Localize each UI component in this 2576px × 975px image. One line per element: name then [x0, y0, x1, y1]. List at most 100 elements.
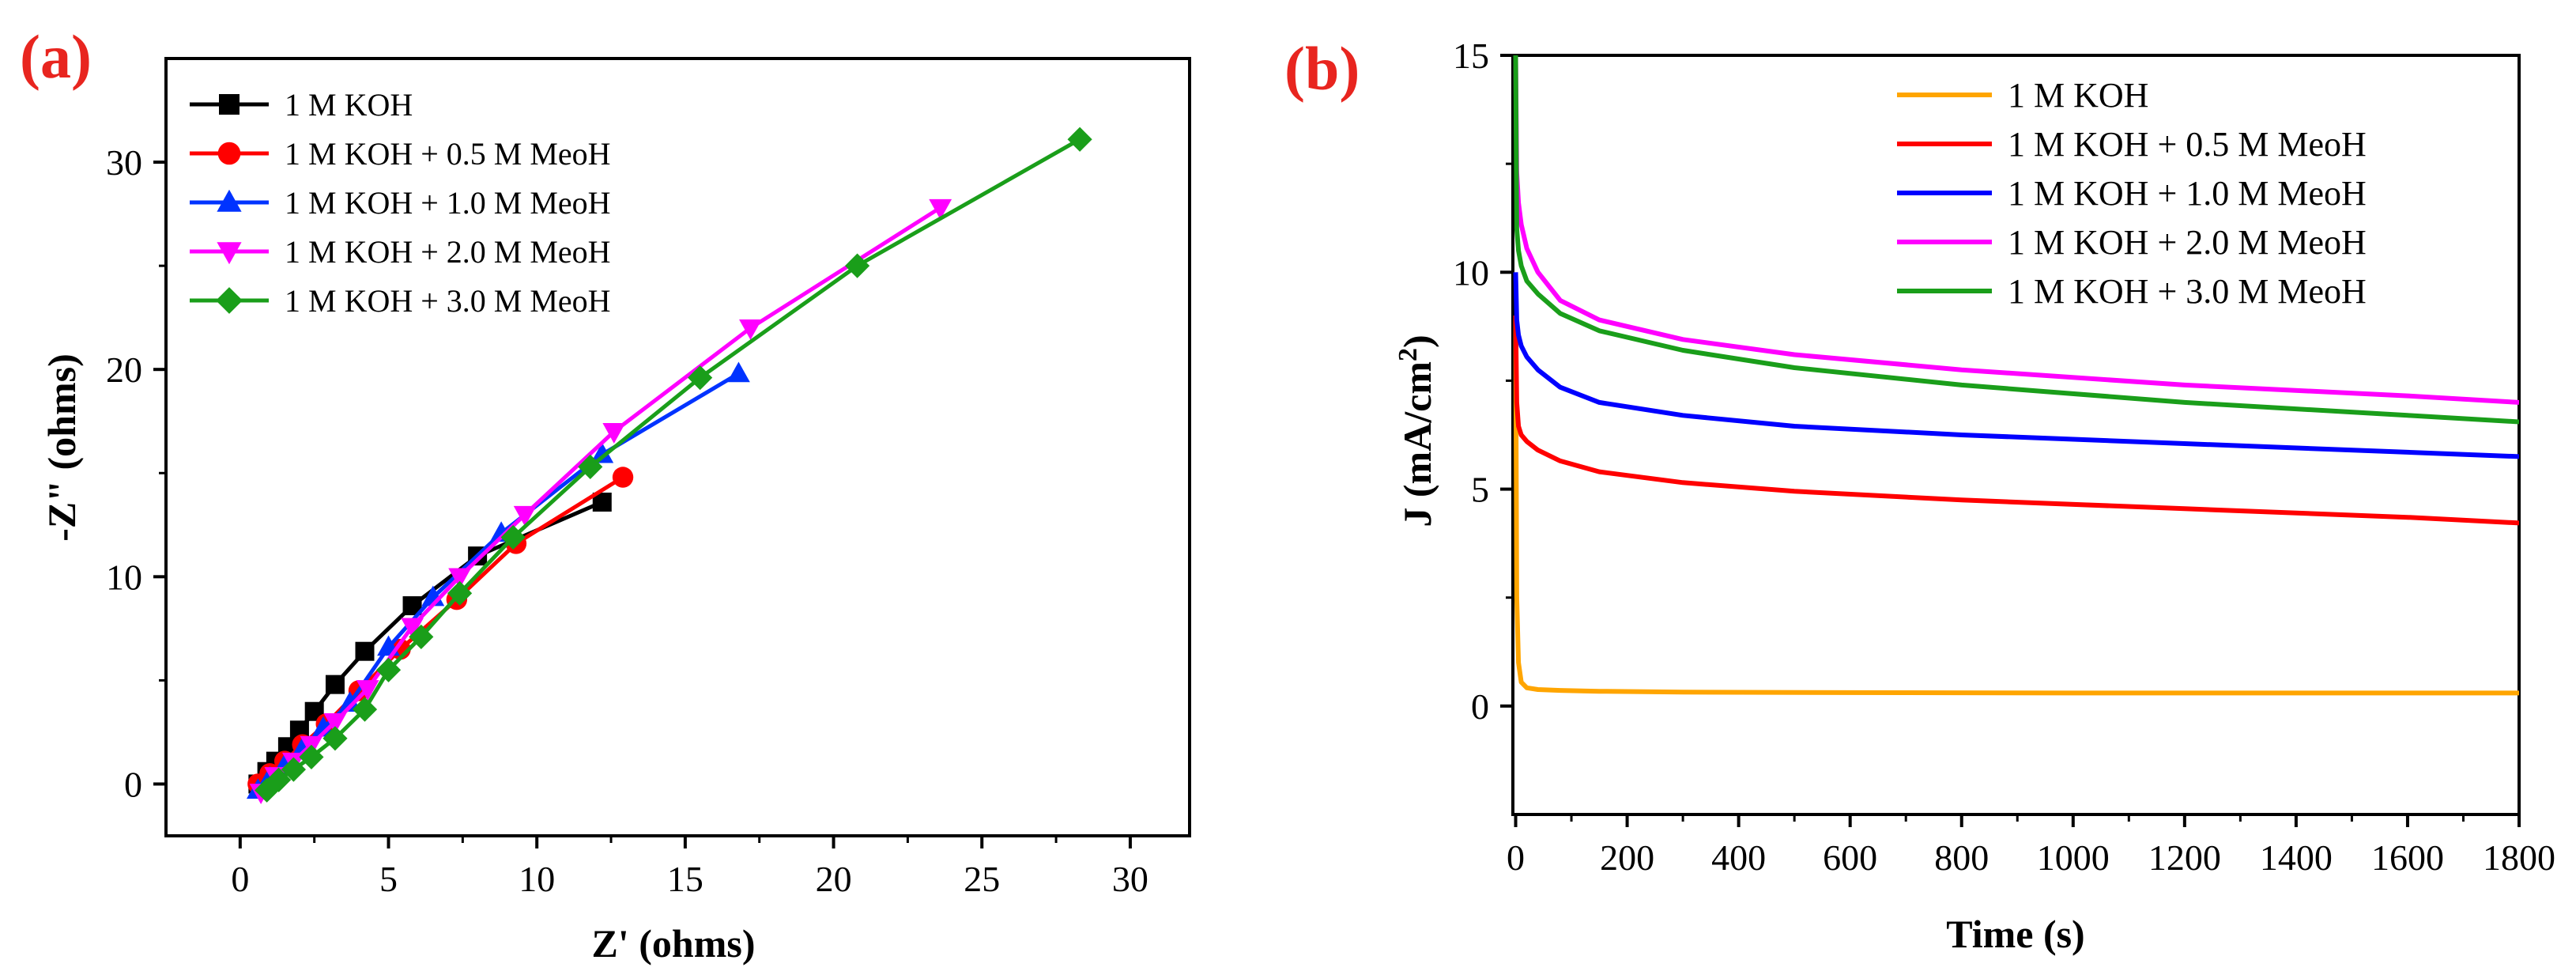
chart-b-series-1-line	[1513, 316, 2519, 526]
chart-b-xtick-label: 1400	[2260, 837, 2333, 878]
chart-b-xtick-label: 0	[1507, 837, 1525, 878]
chart-a-data-point	[281, 757, 307, 782]
chart-a-xtick-label: 10	[519, 859, 555, 899]
chart-b-xtick-label: 1800	[2483, 837, 2555, 878]
chart-a-frame	[164, 57, 1191, 837]
chart-a-xtick-label: 5	[379, 859, 398, 899]
chart-b-xtick-label: 1600	[2371, 837, 2444, 878]
chart-a-data-point	[602, 423, 626, 444]
chart-a-legend: 1 M KOH 1 M KOH + 0.5 M MeoH 1 M KOH + 1.0…	[190, 87, 611, 319]
chart-a-data-point	[401, 618, 424, 639]
chart-a-legend-item: 1 M KOH + 1.0 M MeoH	[190, 185, 611, 221]
chart-b-legend-label: 1 M KOH	[2008, 76, 2148, 115]
chart-a-data-point	[578, 454, 603, 480]
chart-b-series-group	[1513, 55, 2519, 696]
chart-a-data-point	[500, 524, 526, 550]
chart-a-data-point	[311, 716, 335, 737]
chart-chronoamperometry: 0 200 400 600 800 1000 1200 1400 1600 1800051015 …	[1394, 36, 2556, 956]
chart-b-ylabel: J (mA/cm2)	[1394, 334, 1440, 527]
chart-b-legend-label: 1 M KOH + 0.5 M MeoH	[2008, 125, 2367, 164]
chart-a-legend-marker	[217, 142, 241, 165]
chart-a-xtick-label: 30	[1112, 859, 1148, 899]
chart-b-xtick-label: 400	[1711, 837, 1766, 878]
chart-b-frame	[1511, 54, 2521, 816]
chart-b-ticks: 0 200 400 600 800 1000 1200 1400 1600 1800 0 5 10 15	[1453, 36, 2555, 878]
chart-a-data-point	[255, 777, 280, 803]
chart-a-legend-label: 1 M KOH + 0.5 M MeoH	[285, 136, 611, 172]
chart-a-ytick-label: 30	[106, 142, 142, 183]
chart-a-data-point	[739, 319, 762, 340]
chart-a-legend-item: 1 M KOH + 3.0 M MeoH	[190, 283, 611, 319]
chart-a-ytick-label: 10	[106, 557, 142, 597]
chart-a-xlabel: Z' (ohms)	[592, 921, 756, 966]
chart-b-legend-item: 1 M KOH + 3.0 M MeoH	[1897, 272, 2367, 311]
chart-a-series-group	[246, 127, 1092, 804]
chart-b-ytick-label: 15	[1453, 36, 1489, 76]
chart-a-legend-marker	[217, 242, 242, 265]
chart-a-legend-item: 1 M KOH + 0.5 M MeoH	[190, 136, 611, 172]
chart-b-legend-item: 1 M KOH + 1.0 M MeoH	[1897, 174, 2367, 213]
chart-a-data-point	[448, 568, 472, 589]
chart-a-data-point	[844, 253, 870, 278]
chart-a-ytick-label: 0	[124, 764, 142, 804]
chart-a-legend-label: 1 M KOH + 2.0 M MeoH	[285, 234, 611, 270]
chart-a-xtick-label: 25	[964, 859, 1000, 899]
chart-a-xtick-label: 20	[816, 859, 852, 899]
chart-a-series-4	[255, 127, 1092, 803]
chart-a-data-point	[266, 767, 292, 792]
chart-b-xtick-label: 1200	[2148, 837, 2221, 878]
chart-b-ylabel-suffix: )	[1395, 334, 1439, 348]
panel-label-b: (b)	[1284, 34, 1360, 103]
chart-b-legend-item: 1 M KOH + 0.5 M MeoH	[1897, 125, 2367, 164]
chart-a-data-point	[513, 505, 537, 527]
chart-b-series-4-line	[1513, 55, 2519, 425]
chart-b-legend-label: 1 M KOH + 1.0 M MeoH	[2008, 174, 2367, 213]
chart-b-xlabel: Time (s)	[1946, 912, 2084, 956]
chart-a-data-point	[688, 365, 713, 391]
chart-a-data-point	[375, 657, 402, 682]
chart-a-xtick-label: 15	[667, 859, 703, 899]
chart-b-ytick-label: 0	[1471, 686, 1489, 727]
chart-a-legend-marker	[217, 189, 242, 212]
chart-b-legend-item: 1 M KOH + 2.0 M MeoH	[1897, 223, 2367, 262]
chart-a-data-point	[323, 713, 347, 734]
chart-a-data-point	[299, 744, 324, 769]
chart-a-data-point	[325, 675, 345, 694]
chart-a-data-point	[322, 726, 348, 751]
chart-b-series-2-line	[1513, 272, 2519, 459]
chart-a-data-point	[447, 580, 473, 606]
chart-a-legend-label: 1 M KOH + 1.0 M MeoH	[285, 185, 611, 221]
chart-a-legend-label: 1 M KOH	[285, 87, 413, 123]
chart-b-legend-label: 1 M KOH + 2.0 M MeoH	[2008, 223, 2367, 262]
chart-a-ytick-label: 20	[106, 350, 142, 390]
chart-a-data-point	[409, 624, 434, 649]
chart-b-xtick-label: 800	[1934, 837, 1989, 878]
chart-a-legend-label: 1 M KOH + 3.0 M MeoH	[285, 283, 611, 319]
chart-a-data-point	[1067, 127, 1092, 152]
chart-b-ylabel-main: J (mA/cm	[1395, 361, 1439, 527]
chart-a-data-point	[929, 198, 952, 220]
chart-a-data-point	[352, 697, 378, 722]
chart-impedance: 0 5 10 15 20 25 30 0 10 20 30 1 M KOH 1 M KOH + 0.5…	[40, 57, 1191, 966]
chart-a-data-point	[727, 361, 750, 383]
chart-b-xtick-label: 600	[1823, 837, 1877, 878]
chart-a-legend-item: 1 M KOH	[190, 87, 413, 123]
chart-a-ticks: 0 5 10 15 20 25 30 0 10 20 30	[106, 142, 1148, 899]
chart-a-ylabel: -Z" (ohms)	[40, 353, 84, 541]
chart-b-legend-label: 1 M KOH + 3.0 M MeoH	[2008, 272, 2367, 311]
chart-a-data-point	[612, 467, 634, 488]
chart-b-legend: 1 M KOH 1 M KOH + 0.5 M MeoH 1 M KOH + 1.0…	[1897, 76, 2367, 311]
chart-a-legend-marker	[216, 287, 243, 314]
panel-label-a: (a)	[20, 22, 92, 91]
chart-b-legend-item: 1 M KOH	[1897, 76, 2148, 115]
chart-a-data-point	[356, 680, 379, 701]
chart-a-data-point	[590, 442, 614, 463]
chart-b-xtick-label: 1000	[2037, 837, 2110, 878]
chart-a-xtick-label: 0	[231, 859, 249, 899]
chart-b-xtick-label: 200	[1600, 837, 1654, 878]
chart-b-ylabel-sup: 2	[1394, 348, 1423, 361]
chart-b-series-0-line	[1513, 316, 2519, 696]
chart-a-legend-item: 1 M KOH + 2.0 M MeoH	[190, 234, 611, 270]
chart-a-legend-marker	[219, 94, 239, 115]
